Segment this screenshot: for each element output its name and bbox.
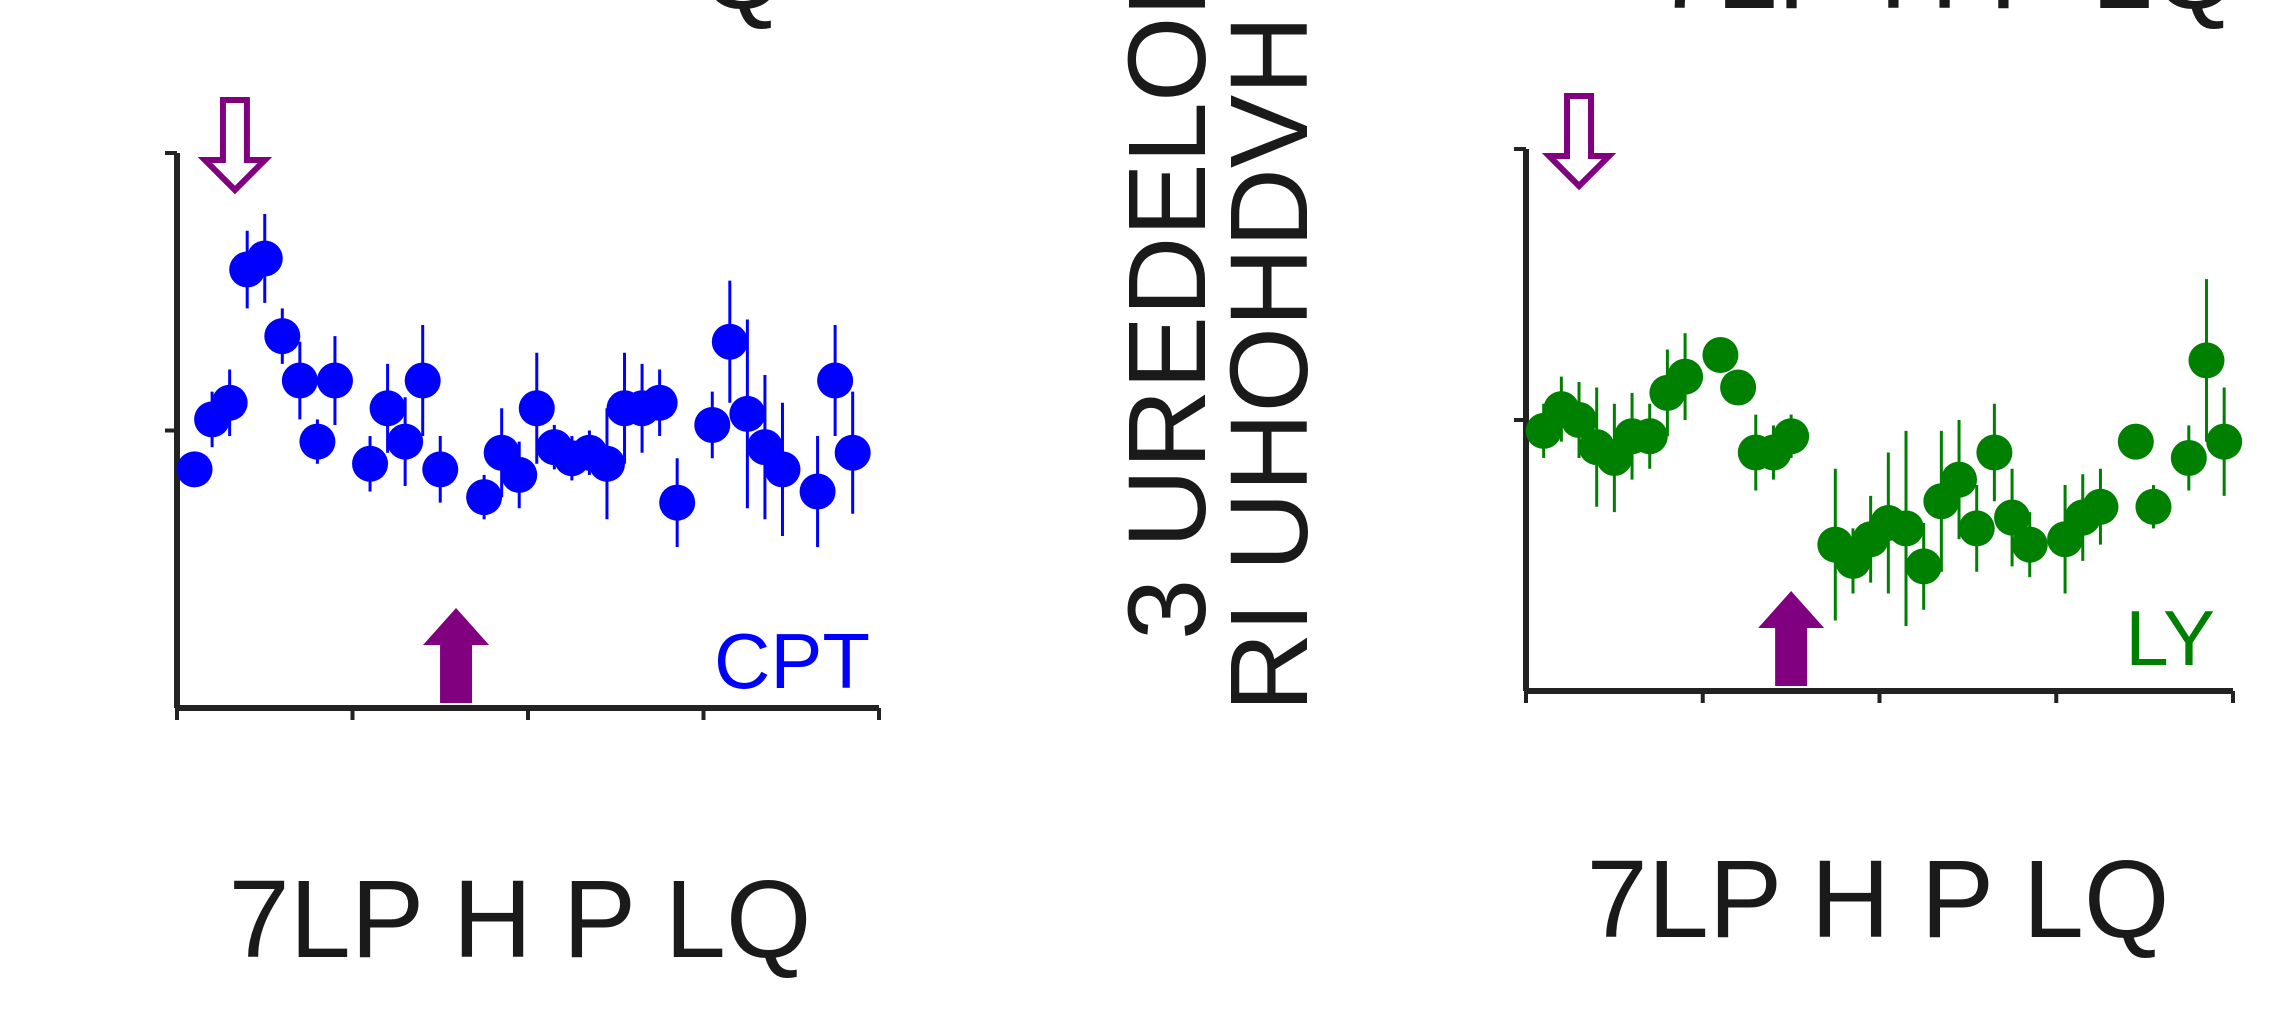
- cpt-points: [176, 240, 871, 521]
- cpt-data-point: [369, 390, 406, 427]
- filled-up-arrow-icon: [1758, 591, 1825, 686]
- cpt-data-point: [299, 423, 336, 460]
- ly-data-point: [1631, 418, 1668, 455]
- ly-data-point: [1941, 461, 1978, 498]
- ly-data-point: [1994, 499, 2031, 536]
- hollow-down-arrow-icon: [197, 97, 273, 195]
- ly-panel: LY 7LP H P LQ: [1514, 93, 2243, 961]
- cpt-data-point: [176, 451, 213, 488]
- ly-data-point: [1561, 402, 1598, 438]
- cpt-data-point: [501, 456, 538, 493]
- y-axis-label-line-2: RI UHOHDVH: [1208, 15, 1331, 712]
- ly-data-point: [2188, 342, 2225, 379]
- cpt-data-point: [694, 406, 731, 443]
- cpt-data-point: [404, 362, 441, 399]
- cpt-ticks: [165, 151, 881, 720]
- cpt-data-point: [211, 384, 248, 421]
- ly-panel-label: LY: [2125, 594, 2215, 682]
- ly-points: [1525, 336, 2243, 585]
- cpt-data-point: [466, 479, 503, 516]
- cpt-data-point: [817, 362, 854, 399]
- ly-data-point: [1773, 418, 1810, 455]
- ly-arrows: [1541, 93, 1825, 686]
- cpt-data-point: [264, 318, 301, 355]
- cpt-data-point: [588, 445, 625, 482]
- cpt-data-point: [659, 484, 696, 521]
- cpt-data-point: [799, 473, 836, 510]
- ly-data-point: [1720, 369, 1757, 406]
- cpt-arrows: [197, 97, 490, 703]
- ly-data-point: [2082, 488, 2119, 525]
- ly-data-point: [2135, 488, 2172, 525]
- hollow-down-arrow-icon: [1541, 93, 1617, 191]
- top-left-fragment: Q: [700, 0, 786, 32]
- cpt-data-point: [422, 451, 459, 488]
- cpt-data-point: [729, 395, 766, 432]
- cpt-data-point: [352, 445, 389, 482]
- ly-data-point: [1958, 510, 1995, 547]
- cpt-data-point: [246, 240, 283, 277]
- cpt-data-point: [316, 362, 353, 399]
- cpt-panel-label: CPT: [714, 617, 870, 705]
- ly-data-point: [1702, 336, 1739, 373]
- y-axis-label: 3 UREDELOLW\ RI UHOHDVH: [1106, 0, 1331, 712]
- cpt-data-point: [764, 451, 801, 488]
- ly-data-point: [2117, 423, 2154, 460]
- ly-x-axis-label: 7LP H P LQ: [1587, 838, 2170, 961]
- cpt-x-axis-label: 7LP H P LQ: [229, 858, 812, 981]
- ly-data-point: [1888, 510, 1925, 547]
- ly-data-point: [1905, 548, 1942, 585]
- y-axis-label-line-1: 3 UREDELOLW\: [1106, 0, 1229, 640]
- ly-data-point: [2206, 423, 2243, 460]
- cpt-data-point: [641, 384, 678, 421]
- ly-data-point: [2170, 439, 2207, 476]
- ly-data-point: [2011, 526, 2048, 563]
- ly-data-point: [1976, 434, 2013, 471]
- cpt-data-point: [711, 323, 748, 360]
- filled-up-arrow-icon: [423, 608, 490, 703]
- cpt-data-point: [834, 434, 871, 471]
- cpt-data-point: [518, 390, 555, 427]
- ly-data-point: [1667, 358, 1704, 395]
- cpt-panel: CPT 7LP H P LQ: [165, 97, 881, 981]
- cpt-data-point: [387, 423, 424, 460]
- cpt-data-point: [281, 362, 318, 399]
- top-right-fragment: 7LP H P LQ: [1655, 0, 2238, 32]
- ly-ticks: [1514, 147, 2235, 703]
